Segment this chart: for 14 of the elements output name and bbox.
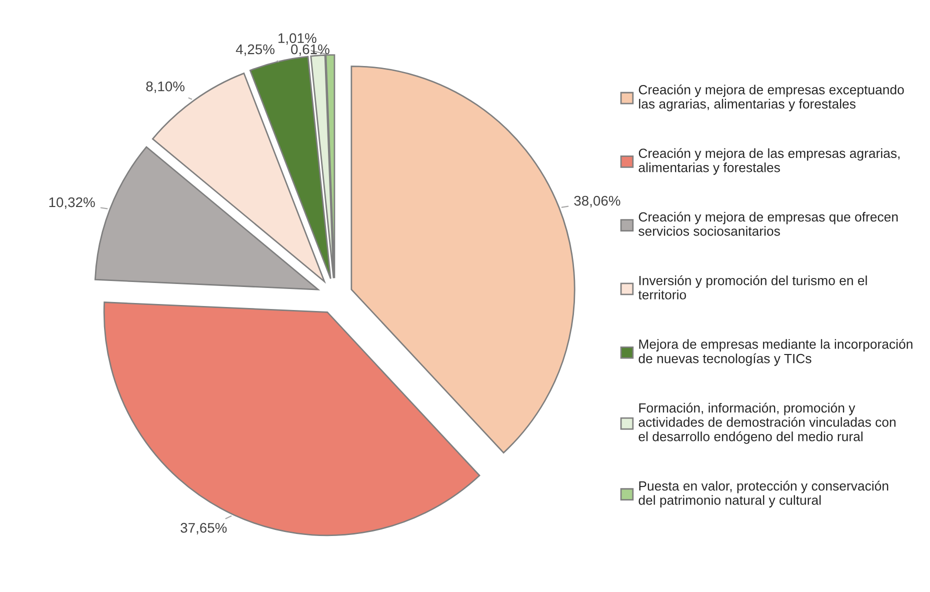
legend-label: Formación, información, promoción y actividades de demostración vinculadas con el desarrollo endógeno del medio rural [638,402,896,444]
legend-label: Creación y mejora de empresas exceptuando las agrarias, alimentarias y forestales [638,84,904,112]
data-label: 1,01% [278,33,316,45]
data-label: 0,61% [291,44,330,56]
legend-label: Inversión y promoción del turismo en el territorio [638,275,867,300]
legend-label: Mejora de empresas mediante la incorporación de nuevas tecnologías y TICs [638,338,912,366]
data-label: 38,06% [574,196,620,208]
legend-label: Creación y mejora de las empresas agrarias, alimentarias y forestales [638,148,900,175]
data-label: 8,10% [146,81,184,93]
data-label: 10,32% [49,197,95,209]
data-label: 37,65% [180,522,227,534]
data-label: 4,25% [236,44,274,56]
legend-label: Creación y mejora de empresas que ofrecen servicios sociosanitarios [638,212,898,236]
legend-label: Puesta en valor, protección y conservación del patrimonio natural y cultural [638,480,888,508]
